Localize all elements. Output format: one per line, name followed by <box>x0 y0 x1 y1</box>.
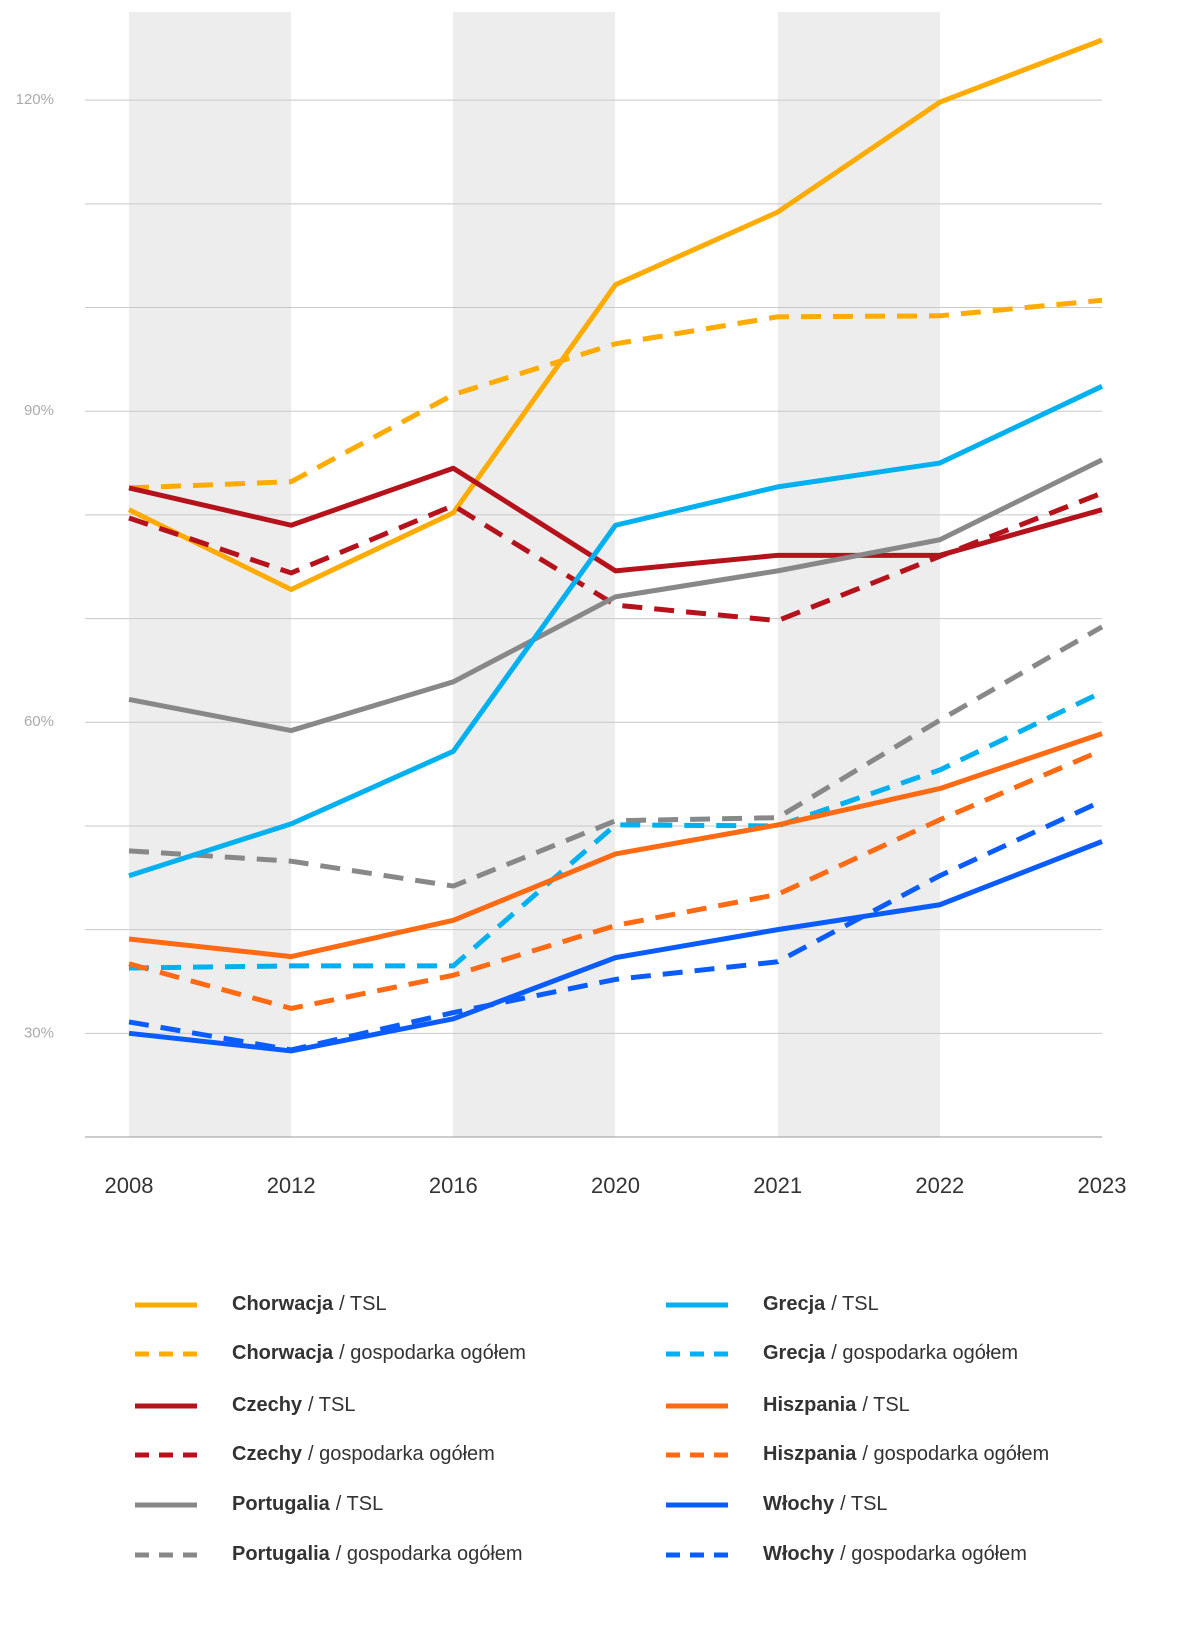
legend-name: Czechy <box>232 1394 303 1416</box>
legend-item: Włochy / gospodarka ogółem <box>666 1543 1027 1565</box>
legend-variant: / TSL <box>840 1493 887 1515</box>
x-tick-label: 2012 <box>267 1173 316 1198</box>
legend-label: Portugalia / gospodarka ogółem <box>232 1543 523 1565</box>
legend-item: Hiszpania / gospodarka ogółem <box>666 1443 1049 1465</box>
series-line <box>128 384 1104 879</box>
bands <box>129 12 940 1137</box>
legend-variant: / gospodarka ogółem <box>308 1443 495 1465</box>
legend-label: Hiszpania / gospodarka ogółem <box>763 1443 1049 1465</box>
legend-label: Hiszpania / TSL <box>763 1394 910 1416</box>
legend-label: Grecja / TSL <box>763 1293 879 1315</box>
series-line <box>127 37 1103 593</box>
legend-label: Włochy / gospodarka ogółem <box>763 1543 1027 1565</box>
legend-name: Grecja <box>763 1293 826 1315</box>
legend-variant: / gospodarka ogółem <box>831 1342 1018 1364</box>
legend-item: Portugalia / gospodarka ogółem <box>135 1543 523 1565</box>
series-line <box>128 457 1104 734</box>
legend-item: Włochy / TSL <box>666 1493 888 1515</box>
series-line <box>128 297 1103 491</box>
legend-name: Chorwacja <box>232 1293 334 1315</box>
legend-label: Grecja / gospodarka ogółem <box>763 1342 1018 1364</box>
y-tick-label: 90% <box>24 402 54 419</box>
legend-item: Chorwacja / TSL <box>135 1293 387 1315</box>
legend-variant: / gospodarka ogółem <box>840 1543 1027 1565</box>
series-line <box>128 731 1103 960</box>
legend-label: Czechy / TSL <box>232 1394 355 1416</box>
legend-label: Portugalia / TSL <box>232 1493 383 1515</box>
band <box>778 12 940 1137</box>
legend-name: Włochy <box>763 1493 835 1515</box>
legend-name: Czechy <box>232 1443 303 1465</box>
legend-name: Portugalia <box>232 1493 331 1515</box>
x-tick-label: 2008 <box>105 1173 154 1198</box>
legend-item: Chorwacja / gospodarka ogółem <box>135 1342 526 1364</box>
x-tick-label: 2020 <box>591 1173 640 1198</box>
legend-item: Czechy / gospodarka ogółem <box>135 1443 495 1465</box>
legend-label: Chorwacja / TSL <box>232 1293 387 1315</box>
legend-variant: / gospodarka ogółem <box>339 1342 526 1364</box>
y-tick-label: 60% <box>24 713 54 730</box>
y-tick-label: 120% <box>16 91 54 108</box>
legend-label: Włochy / TSL <box>763 1493 888 1515</box>
legend-name: Hiszpania <box>763 1394 857 1416</box>
x-tick-label: 2021 <box>753 1173 802 1198</box>
legend-name: Hiszpania <box>763 1443 857 1465</box>
series-line <box>128 490 1103 624</box>
series-line <box>128 798 1104 1053</box>
legend-name: Chorwacja <box>232 1342 334 1364</box>
legend-item: Hiszpania / TSL <box>666 1394 910 1416</box>
series-line <box>128 747 1103 1011</box>
legend-label: Chorwacja / gospodarka ogółem <box>232 1342 526 1364</box>
legend-name: Włochy <box>763 1543 835 1565</box>
series-line <box>128 689 1104 971</box>
legend-variant: / gospodarka ogółem <box>336 1543 523 1565</box>
legend-variant: / TSL <box>308 1394 355 1416</box>
legend-variant: / TSL <box>831 1293 878 1315</box>
legend-variant: / TSL <box>339 1293 386 1315</box>
legend-variant: / gospodarka ogółem <box>862 1443 1049 1465</box>
legend-item: Czechy / TSL <box>135 1394 355 1416</box>
legend-variant: / TSL <box>862 1394 909 1416</box>
series-line <box>128 624 1104 889</box>
x-tick-label: 2016 <box>429 1173 478 1198</box>
legend-name: Grecja <box>763 1342 826 1364</box>
legend-item: Grecja / TSL <box>666 1293 879 1315</box>
x-tick-label: 2023 <box>1078 1173 1127 1198</box>
legend-name: Portugalia <box>232 1543 331 1565</box>
legend-item: Portugalia / TSL <box>135 1493 383 1515</box>
legend-variant: / TSL <box>336 1493 383 1515</box>
legend-item: Grecja / gospodarka ogółem <box>666 1342 1018 1364</box>
legend-label: Czechy / gospodarka ogółem <box>232 1443 495 1465</box>
x-tick-label: 2022 <box>915 1173 964 1198</box>
y-tick-label: 30% <box>24 1024 54 1041</box>
